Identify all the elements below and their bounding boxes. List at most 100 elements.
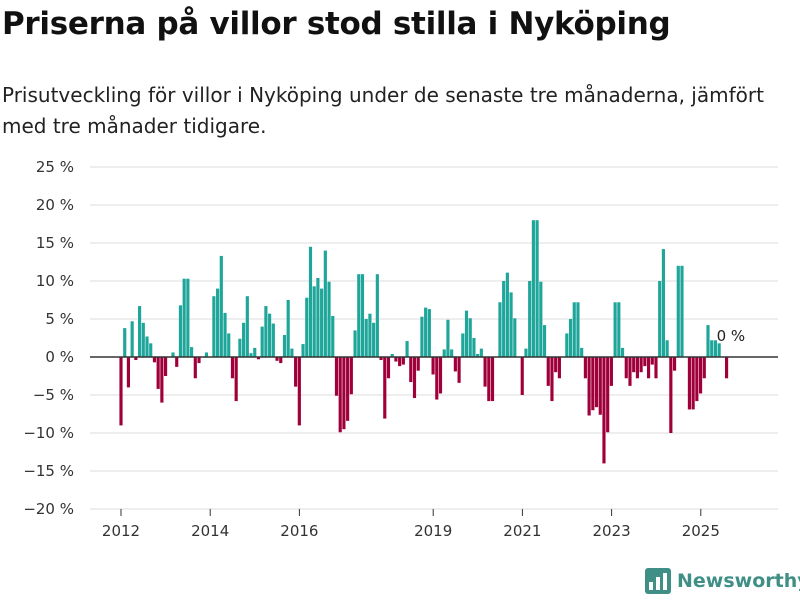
- bar: [152, 357, 157, 363]
- bar: [550, 357, 554, 402]
- bar: [710, 340, 714, 357]
- bar: [375, 274, 379, 357]
- bar: [256, 357, 261, 360]
- bar: [695, 357, 699, 402]
- bar: [290, 348, 294, 357]
- bar: [223, 312, 227, 357]
- bar: [672, 357, 677, 371]
- bar: [126, 357, 131, 388]
- newsworthy-logo: Newsworthy: [645, 568, 800, 594]
- bar: [323, 250, 327, 357]
- bar: [156, 357, 160, 389]
- bar: [691, 357, 695, 410]
- bar: [490, 357, 495, 402]
- bar: [565, 333, 569, 357]
- bar: [602, 357, 606, 464]
- bar: [249, 353, 253, 357]
- bar: [297, 357, 301, 426]
- bar: [420, 316, 424, 357]
- bar: [643, 357, 647, 367]
- bar: [725, 357, 729, 379]
- bar: [669, 357, 673, 433]
- bar: [134, 357, 138, 361]
- x-tick-label: 2014: [191, 522, 229, 540]
- bar: [583, 357, 587, 379]
- bar: [435, 357, 439, 400]
- bar: [346, 357, 350, 421]
- bar: [576, 302, 580, 357]
- bar: [717, 343, 721, 357]
- bar: [557, 357, 561, 379]
- bar: [234, 357, 238, 402]
- bar: [216, 288, 220, 357]
- bar: [535, 220, 539, 357]
- bar: [461, 333, 465, 357]
- latest-value-label: 0 %: [717, 327, 746, 345]
- bar: [353, 330, 357, 357]
- x-tick-label: 2021: [503, 522, 541, 540]
- bar: [271, 323, 275, 357]
- bar: [312, 286, 316, 357]
- bar: [594, 357, 599, 408]
- x-tick-label: 2023: [593, 522, 631, 540]
- bar: [431, 357, 435, 375]
- bar: [650, 357, 654, 365]
- bar: [424, 307, 428, 357]
- bar: [398, 357, 402, 367]
- bar: [635, 357, 639, 379]
- bar: [591, 357, 595, 411]
- bar: [160, 357, 164, 403]
- bar: [349, 357, 353, 395]
- bar: [646, 357, 651, 379]
- bar: [394, 357, 398, 362]
- bar: [609, 357, 613, 386]
- bar: [316, 277, 320, 357]
- bar: [520, 357, 524, 395]
- bar: [338, 357, 342, 433]
- bar: [334, 357, 339, 396]
- bar: [498, 302, 502, 357]
- x-tick-label: 2019: [414, 522, 452, 540]
- bar: [412, 357, 417, 399]
- gridlines: [90, 166, 778, 510]
- bar: [698, 357, 703, 394]
- bar: [379, 357, 383, 361]
- x-tick-label: 2025: [682, 522, 720, 540]
- y-tick-label: 5 %: [45, 310, 74, 328]
- bar: [204, 352, 209, 357]
- bar: [568, 319, 573, 357]
- bar: [357, 274, 361, 357]
- bar: [149, 343, 153, 357]
- chart-title: Priserna på villor stod stilla i Nyköpin…: [2, 6, 671, 42]
- bars: [119, 220, 729, 464]
- bar: [238, 338, 242, 357]
- bar: [531, 220, 535, 357]
- bar: [342, 357, 346, 430]
- bar: [405, 341, 409, 357]
- bar: [171, 352, 175, 357]
- bar: [182, 278, 186, 357]
- bar: [360, 274, 365, 357]
- x-tick-label: 2016: [280, 522, 318, 540]
- bar: [197, 357, 201, 364]
- bar: [390, 353, 394, 357]
- bar: [554, 357, 558, 373]
- x-tick-label: 2012: [102, 522, 140, 540]
- y-tick-label: 25 %: [36, 158, 74, 176]
- bar: [487, 357, 491, 402]
- bar: [386, 357, 391, 379]
- y-tick-label: 20 %: [36, 196, 74, 214]
- bar: [427, 309, 431, 357]
- bar: [505, 272, 509, 357]
- x-axis: 2012 2014 2016 2019 2021 2023 2025: [90, 356, 778, 540]
- bar: [331, 315, 335, 357]
- bar: [438, 357, 443, 394]
- bar: [661, 249, 665, 357]
- bar: [368, 313, 372, 357]
- bar: [212, 296, 216, 357]
- bar: [453, 357, 457, 372]
- y-axis-labels: 25 % 20 % 15 % 10 % 5 % 0 % −5 % −10 % −15 % −20 …: [23, 158, 74, 518]
- bar: [654, 357, 658, 379]
- annotations: 0 %: [717, 327, 746, 345]
- bar: [401, 357, 405, 365]
